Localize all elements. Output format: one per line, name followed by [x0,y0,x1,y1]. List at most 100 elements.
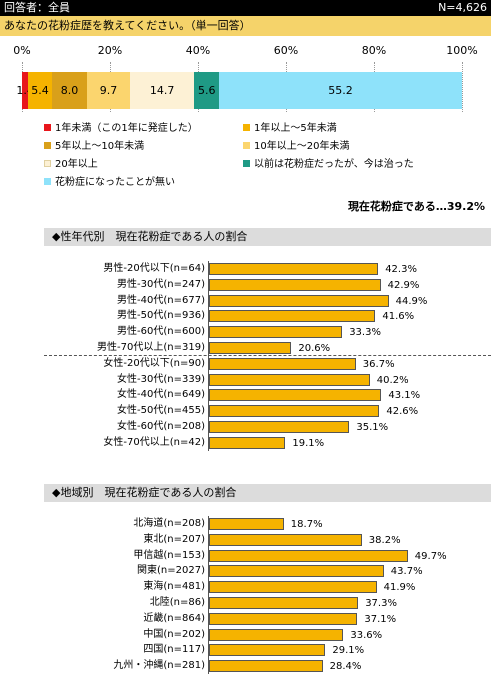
legend-swatch [44,178,51,185]
category-label: 四国(n=117) [143,644,205,656]
bar [209,628,344,641]
x-tick-label: 20% [97,44,123,57]
category-label: 女性-30代(n=339) [117,373,205,385]
bar [209,660,323,673]
stack-segment [194,72,220,109]
legend-swatch [44,142,51,149]
x-tick-label: 0% [13,44,31,57]
legend-label: 20年以上 [55,159,98,170]
category-label: 女性-50代(n=455) [117,405,205,417]
category-label: 男性-30代(n=247) [117,278,205,290]
bar [209,581,377,594]
stack-segment [219,72,462,109]
value-label: 28.4% [329,661,362,673]
category-label: 甲信越(n=153) [133,549,205,561]
value-label: 18.7% [290,519,323,530]
legend-label: 1年未満（この1年に発症した） [55,123,198,134]
bar [209,518,284,530]
legend-swatch [243,124,250,131]
stack-segment [129,72,195,109]
bar [209,597,359,609]
stack-segment [22,72,29,109]
stack-segment [28,72,52,109]
bar [209,549,408,562]
x-tick-label: 60% [273,44,299,57]
legend-label: 以前は花粉症だったが、今は治った [254,159,414,170]
value-label: 20.6% [298,343,331,354]
value-label: 37.3% [365,598,397,609]
category-label: 九州・沖縄(n=281) [113,660,205,672]
stack-segment [51,72,88,109]
value-label: 43.1% [388,390,421,402]
x-tick-label: 100% [446,44,478,57]
bar [209,294,389,307]
category-label: 男性-60代(n=600) [117,326,205,338]
segment-value-label: 5.4 [31,84,49,97]
value-label: 35.1% [356,422,389,433]
legend-swatch [44,160,51,167]
legend-item: 花粉症になったことが無い [44,177,175,189]
gridline [462,62,463,112]
category-label: 男性-70代以上(n=319) [97,342,205,353]
category-label: 女性-20代以下(n=90) [103,357,205,369]
value-label: 42.6% [386,406,419,418]
legend-item: 20年以上 [44,159,98,171]
question-text: あなたの花粉症歴を教えてください。（単一回答） [0,16,491,36]
segment-value-label: 14.7 [149,84,175,97]
bar [209,263,379,275]
category-label: 関東(n=2027) [137,565,205,577]
value-label: 33.6% [350,629,383,641]
legend-swatch [44,124,51,131]
section-title-age-gender: ◆性年代別 現在花粉症である人の割合 [44,228,491,246]
category-label: 東北(n=207) [143,533,205,545]
value-label: 36.7% [362,358,395,370]
value-label: 40.2% [376,374,409,386]
legend-item: 1年未満（この1年に発症した） [44,123,198,135]
x-tick-label: 40% [185,44,211,57]
bar [209,389,382,402]
legend-item: 5年以上～10年未満 [44,141,144,153]
legend-label: 5年以上～10年未満 [55,141,145,152]
bar [209,612,358,625]
sample-size: N=4,626 [438,1,487,14]
section-title-region: ◆地域別 現在花粉症である人の割合 [44,484,491,502]
legend-item: 以前は花粉症だったが、今は治った [243,159,414,171]
x-tick-label: 80% [361,44,387,57]
bar [209,342,292,354]
segment-value-label: 9.7 [99,84,118,97]
gender-separator [44,355,491,356]
segment-value-label: 8.0 [60,84,79,97]
bar [209,644,326,657]
stack-segment [87,72,130,109]
value-label: 44.9% [395,295,428,307]
category-label: 女性-60代(n=208) [117,421,205,432]
bar [209,533,362,546]
bar [209,357,356,370]
category-label: 男性-20代以下(n=64) [103,263,205,274]
category-label: 女性-40代(n=649) [117,389,205,401]
legend-label: 1年以上～5年未満 [254,123,337,134]
category-label: 近畿(n=864) [143,612,205,624]
category-label: 北海道(n=208) [133,518,205,529]
respondents-label: 回答者：全員 [4,1,70,14]
category-label: 男性-50代(n=936) [117,310,205,322]
category-label: 東海(n=481) [143,581,205,593]
bar [209,565,384,578]
segment-value-label: 5.6 [198,84,216,97]
legend-swatch [243,160,250,167]
bar [209,436,286,449]
category-label: 女性-70代以上(n=42) [103,436,205,448]
segment-value-label: 55.2 [328,84,353,97]
legend-item: 1年以上～5年未満 [243,123,337,135]
value-label: 49.7% [414,550,447,562]
value-label: 29.1% [332,645,365,657]
legend-label: 10年以上～20年未満 [254,141,350,152]
value-label: 19.1% [292,437,325,449]
bar [209,373,370,386]
bar [209,278,381,291]
value-label: 42.3% [385,264,417,275]
respondents-header: 回答者：全員 N=4,626 [0,0,491,16]
current-sufferer-summary: 現在花粉症である…39.2% [347,200,485,213]
bar [209,421,350,433]
value-label: 38.2% [368,534,401,546]
